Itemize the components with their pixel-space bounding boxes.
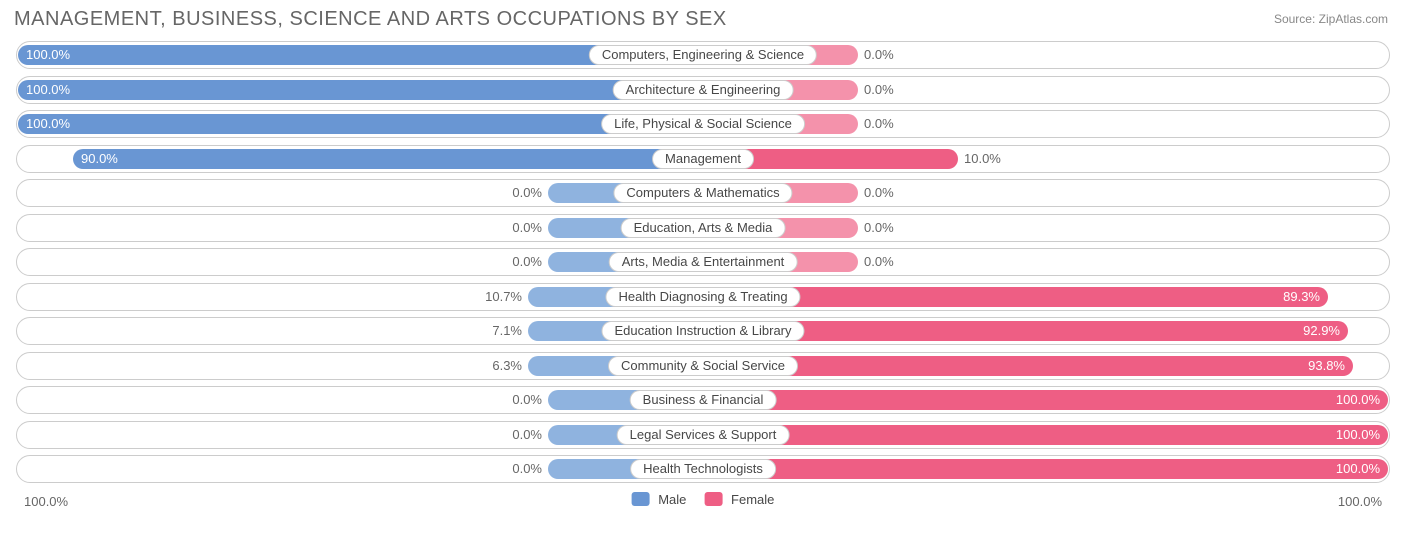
- male-bar: 100.0%: [18, 80, 703, 100]
- category-label: Business & Financial: [630, 390, 777, 410]
- male-value-label: 100.0%: [26, 114, 70, 134]
- category-label: Life, Physical & Social Science: [601, 114, 805, 134]
- male-value-label: 7.1%: [492, 321, 522, 341]
- female-value-label: 93.8%: [1308, 356, 1345, 376]
- legend-male: Male: [632, 492, 687, 507]
- male-bar: 90.0%: [73, 149, 703, 169]
- female-value-label: 0.0%: [864, 45, 894, 65]
- category-label: Education Instruction & Library: [601, 321, 804, 341]
- legend-female-label: Female: [731, 492, 774, 507]
- male-value-label: 0.0%: [512, 252, 542, 272]
- male-value-label: 0.0%: [512, 183, 542, 203]
- male-value-label: 0.0%: [512, 390, 542, 410]
- male-value-label: 0.0%: [512, 459, 542, 479]
- chart-row: 100.0% 0.0% Computers, Engineering & Scien…: [16, 41, 1390, 69]
- female-value-label: 0.0%: [864, 114, 894, 134]
- chart-row: 0.0% 100.0% Business & Financial: [16, 386, 1390, 414]
- chart-source: Source: ZipAtlas.com: [1274, 8, 1388, 26]
- chart-row: 0.0% 100.0% Health Technologists: [16, 455, 1390, 483]
- category-label: Management: [652, 149, 754, 169]
- legend: Male Female: [632, 492, 775, 507]
- category-label: Architecture & Engineering: [613, 80, 794, 100]
- category-label: Arts, Media & Entertainment: [609, 252, 798, 272]
- chart-row: 0.0% 0.0% Computers & Mathematics: [16, 179, 1390, 207]
- chart-row: 7.1% 92.9% Education Instruction & Library: [16, 317, 1390, 345]
- chart-footer: 100.0% Male Female 100.0%: [10, 490, 1396, 518]
- chart-row: 10.7% 89.3% Health Diagnosing & Treating: [16, 283, 1390, 311]
- category-label: Education, Arts & Media: [621, 218, 786, 238]
- male-value-label: 100.0%: [26, 45, 70, 65]
- female-value-label: 0.0%: [864, 183, 894, 203]
- legend-male-swatch: [632, 492, 650, 506]
- legend-male-label: Male: [658, 492, 686, 507]
- female-value-label: 89.3%: [1283, 287, 1320, 307]
- category-label: Computers, Engineering & Science: [589, 45, 817, 65]
- chart-rows: 100.0% 0.0% Computers, Engineering & Scien…: [10, 37, 1396, 483]
- female-value-label: 0.0%: [864, 218, 894, 238]
- male-value-label: 90.0%: [81, 149, 118, 169]
- axis-max-male: 100.0%: [24, 494, 68, 509]
- female-value-label: 100.0%: [1336, 459, 1380, 479]
- chart-row: 0.0% 0.0% Education, Arts & Media: [16, 214, 1390, 242]
- chart-row: 100.0% 0.0% Life, Physical & Social Scienc…: [16, 110, 1390, 138]
- chart-row: 0.0% 0.0% Arts, Media & Entertainment: [16, 248, 1390, 276]
- male-value-label: 0.0%: [512, 218, 542, 238]
- chart-row: 100.0% 0.0% Architecture & Engineering: [16, 76, 1390, 104]
- category-label: Health Technologists: [630, 459, 776, 479]
- chart-header: MANAGEMENT, BUSINESS, SCIENCE AND ARTS O…: [10, 8, 1396, 37]
- occupations-by-sex-chart: MANAGEMENT, BUSINESS, SCIENCE AND ARTS O…: [0, 0, 1406, 559]
- category-label: Community & Social Service: [608, 356, 798, 376]
- chart-title: MANAGEMENT, BUSINESS, SCIENCE AND ARTS O…: [14, 8, 727, 31]
- female-value-label: 10.0%: [964, 149, 1001, 169]
- category-label: Legal Services & Support: [617, 425, 790, 445]
- female-bar: 100.0%: [703, 390, 1388, 410]
- male-value-label: 6.3%: [492, 356, 522, 376]
- female-value-label: 92.9%: [1303, 321, 1340, 341]
- axis-max-female: 100.0%: [1338, 494, 1382, 509]
- male-value-label: 10.7%: [485, 287, 522, 307]
- male-value-label: 0.0%: [512, 425, 542, 445]
- chart-row: 6.3% 93.8% Community & Social Service: [16, 352, 1390, 380]
- legend-female: Female: [704, 492, 774, 507]
- chart-row: 90.0% 10.0% Management: [16, 145, 1390, 173]
- female-value-label: 0.0%: [864, 252, 894, 272]
- category-label: Health Diagnosing & Treating: [605, 287, 800, 307]
- female-bar: 100.0%: [703, 459, 1388, 479]
- female-value-label: 100.0%: [1336, 390, 1380, 410]
- female-value-label: 0.0%: [864, 80, 894, 100]
- female-bar: 93.8%: [703, 356, 1353, 376]
- female-value-label: 100.0%: [1336, 425, 1380, 445]
- category-label: Computers & Mathematics: [613, 183, 792, 203]
- legend-female-swatch: [704, 492, 722, 506]
- female-bar: 100.0%: [703, 425, 1388, 445]
- male-value-label: 100.0%: [26, 80, 70, 100]
- chart-row: 0.0% 100.0% Legal Services & Support: [16, 421, 1390, 449]
